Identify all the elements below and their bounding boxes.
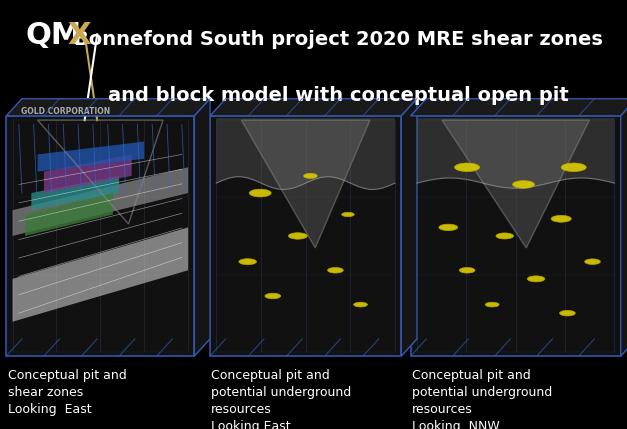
Polygon shape — [13, 227, 188, 322]
Polygon shape — [31, 176, 119, 210]
Text: Conceptual pit and
potential underground
resources
Looking  NNW: Conceptual pit and potential underground… — [412, 369, 552, 429]
Polygon shape — [38, 142, 144, 172]
Polygon shape — [401, 99, 417, 356]
Polygon shape — [13, 167, 188, 236]
Ellipse shape — [513, 181, 534, 188]
Ellipse shape — [560, 310, 576, 316]
Ellipse shape — [354, 302, 367, 307]
Polygon shape — [411, 116, 621, 356]
Ellipse shape — [288, 233, 307, 239]
Ellipse shape — [265, 293, 281, 299]
Polygon shape — [194, 99, 210, 356]
Ellipse shape — [459, 268, 475, 273]
Text: X: X — [68, 21, 91, 51]
Polygon shape — [6, 99, 210, 116]
Ellipse shape — [485, 302, 499, 307]
Polygon shape — [6, 116, 194, 356]
Ellipse shape — [328, 268, 344, 273]
Ellipse shape — [527, 276, 545, 282]
Text: Bonnefond South project 2020 MRE shear zones: Bonnefond South project 2020 MRE shear z… — [74, 30, 603, 49]
Polygon shape — [411, 99, 627, 116]
Ellipse shape — [584, 259, 600, 264]
Text: GOLD CORPORATION: GOLD CORPORATION — [21, 107, 110, 116]
Text: QM: QM — [25, 21, 82, 51]
Polygon shape — [25, 193, 113, 236]
Text: Conceptual pit and
potential underground
resources
Looking East: Conceptual pit and potential underground… — [211, 369, 352, 429]
Ellipse shape — [561, 163, 586, 172]
Polygon shape — [621, 99, 627, 356]
Polygon shape — [442, 120, 589, 248]
Ellipse shape — [551, 215, 571, 222]
Polygon shape — [210, 99, 417, 116]
Polygon shape — [210, 116, 401, 356]
Text: and block model with conceptual open pit: and block model with conceptual open pit — [108, 86, 569, 105]
Polygon shape — [241, 120, 370, 248]
Ellipse shape — [250, 189, 271, 197]
Polygon shape — [44, 154, 132, 193]
Ellipse shape — [496, 233, 514, 239]
Ellipse shape — [239, 259, 256, 265]
Ellipse shape — [342, 212, 354, 217]
Ellipse shape — [455, 163, 480, 172]
Ellipse shape — [439, 224, 458, 231]
Ellipse shape — [303, 173, 317, 178]
Text: Conceptual pit and
shear zones
Looking  East: Conceptual pit and shear zones Looking E… — [8, 369, 126, 416]
